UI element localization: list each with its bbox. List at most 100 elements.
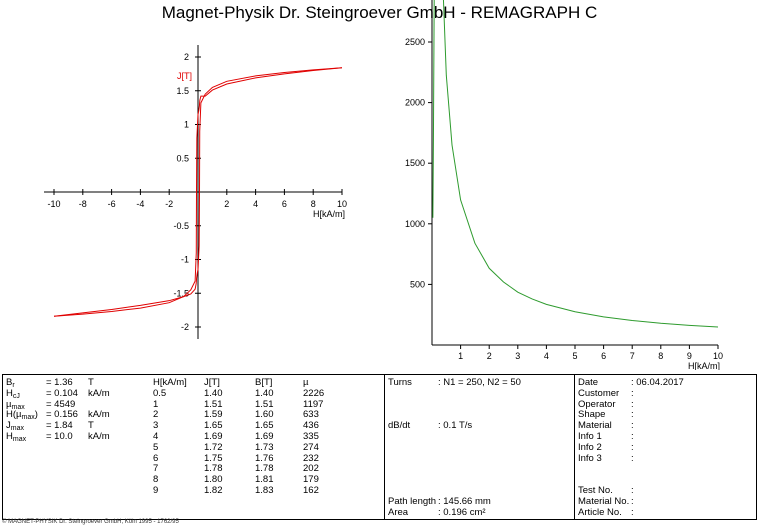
x-tick-label: 5	[572, 351, 577, 361]
info-value: :	[631, 506, 634, 518]
parameter-subscript: max	[21, 414, 35, 422]
parameter-suffix: )	[34, 409, 38, 421]
parameter-subscript: max	[10, 425, 24, 433]
parameter-symbol: H	[6, 430, 13, 442]
table-cell: 1.51	[255, 398, 274, 410]
x-tick-label: 3	[515, 351, 520, 361]
info-value: :	[631, 485, 634, 496]
info-value: :	[631, 452, 634, 464]
y-tick-label: 1000	[405, 219, 425, 229]
info-row: Article No.:	[578, 506, 753, 519]
parameter-name: HcJ	[6, 387, 20, 400]
info-label: Date	[578, 377, 599, 388]
y-tick-label: 2	[184, 52, 189, 62]
table-header-j: J[T]	[204, 377, 220, 388]
table-cell: 1197	[303, 398, 324, 410]
table-right-border	[756, 374, 757, 519]
x-tick-label: 1	[458, 351, 463, 361]
table-cell: 1.81	[255, 474, 274, 486]
info-value: :	[631, 420, 634, 432]
table-row: 9 1.82 1.83 162	[153, 484, 381, 497]
y-tick-label: 1500	[405, 158, 425, 168]
info-value: :	[631, 409, 634, 421]
parameter-symbol: µ	[6, 398, 12, 410]
table-bottom-border	[2, 519, 757, 520]
table-cell: 6	[153, 452, 159, 464]
parameter-name: Br	[6, 377, 15, 389]
x-axis-label: H[kA/m]	[313, 209, 345, 219]
y-tick-label: 2500	[405, 37, 425, 47]
x-tick-label: -2	[165, 199, 173, 209]
table-cell: 1.83	[255, 484, 274, 496]
info-value: :	[631, 441, 634, 453]
parameter-symbol: H	[6, 387, 13, 399]
y-tick-label: 1.5	[176, 86, 189, 96]
x-tick-label: 6	[282, 199, 287, 209]
info-row: Info 1:	[578, 430, 753, 443]
hysteresis-chart: -10 -8 -6 -4 -2 2 4 6 8 10 -2 -1.5 -1 -0.5 0.5 1 1.5 2 H[k…	[44, 45, 347, 339]
info-label: Info 1	[578, 430, 602, 442]
info-row: Shape:	[578, 410, 753, 421]
table-cell: 202	[303, 463, 319, 475]
info-label: Customer	[578, 387, 620, 399]
y-tick-label: -1	[181, 255, 189, 265]
x-tick-label: -6	[108, 199, 116, 209]
x-tick-label: -4	[136, 199, 144, 209]
table-cell: 2	[153, 409, 159, 421]
parameter-name: Hmax	[6, 430, 26, 443]
table-cell: 3	[153, 420, 159, 432]
turns-value: : N1 = 250, N2 = 50	[438, 377, 521, 388]
parameter-row: µmax = 4549	[6, 398, 156, 411]
table-cell: 274	[303, 441, 319, 453]
x-tick-label: 10	[713, 351, 723, 361]
parameter-value: = 0.104	[46, 387, 78, 399]
info-value: : 06.04.2017	[631, 377, 684, 388]
table-cell: 5	[153, 441, 159, 453]
table-cell: 162	[303, 484, 319, 496]
parameter-unit: kA/m	[88, 409, 110, 421]
area-label: Area	[388, 507, 409, 518]
parameter-subscript: cJ	[12, 392, 20, 400]
table-cell: 1.40	[255, 387, 274, 399]
table-cell: 1.75	[204, 452, 223, 464]
table-cell: 1.80	[204, 474, 223, 486]
info-value: :	[631, 398, 634, 410]
path-length-value: : 145.66 mm	[438, 496, 491, 507]
magnetic-parameters: Br = 1.36 T HcJ = 0.104 kA/m µmax = 4549 H(µmax)…	[6, 377, 156, 443]
info-row: Material:	[578, 420, 753, 432]
table-cell: 1.73	[255, 441, 274, 453]
parameter-value: = 4549	[46, 398, 76, 410]
info-value: :	[631, 387, 634, 399]
parameter-row: Hmax = 10.0 kA/m	[6, 430, 156, 443]
hysteresis-series-line	[53, 67, 343, 317]
turns-label: Turns	[388, 377, 412, 388]
table-cell: 1.51	[204, 398, 223, 410]
table-row: 4 1.69 1.69 335	[153, 430, 381, 443]
table-cell: 1.69	[255, 430, 274, 442]
table-header-b: B[T]	[255, 377, 273, 388]
y-tick-label: 0.5	[176, 153, 189, 163]
table-cell: 1.59	[204, 409, 223, 421]
table-cell: 1.76	[255, 452, 274, 464]
parameter-value: = 0.156	[46, 409, 78, 421]
info-row: Test No.:	[578, 485, 753, 497]
info-label: Info 2	[578, 441, 602, 453]
table-row: 6 1.75 1.76 232	[153, 452, 381, 465]
table-cell: 1.60	[255, 409, 274, 421]
table-cell: 4	[153, 430, 159, 442]
x-tick-label: 6	[601, 351, 606, 361]
parameter-name: Jmax	[6, 420, 24, 433]
y-tick-label: -1.5	[173, 288, 189, 298]
info-label: Test No.	[578, 485, 613, 496]
x-tick-label: 2	[224, 199, 229, 209]
dbdt-label: dB/dt	[388, 420, 411, 431]
info-row: Info 3:	[578, 452, 753, 465]
table-cell: 1.78	[204, 463, 223, 475]
y-tick-label: 2000	[405, 98, 425, 108]
table-cell: 1	[153, 398, 159, 410]
info-label: Material	[578, 420, 612, 432]
info-label: Shape	[578, 409, 606, 421]
table-left-border	[2, 374, 3, 519]
table-cell: 436	[303, 420, 319, 432]
permeability-series-line	[432, 0, 719, 328]
